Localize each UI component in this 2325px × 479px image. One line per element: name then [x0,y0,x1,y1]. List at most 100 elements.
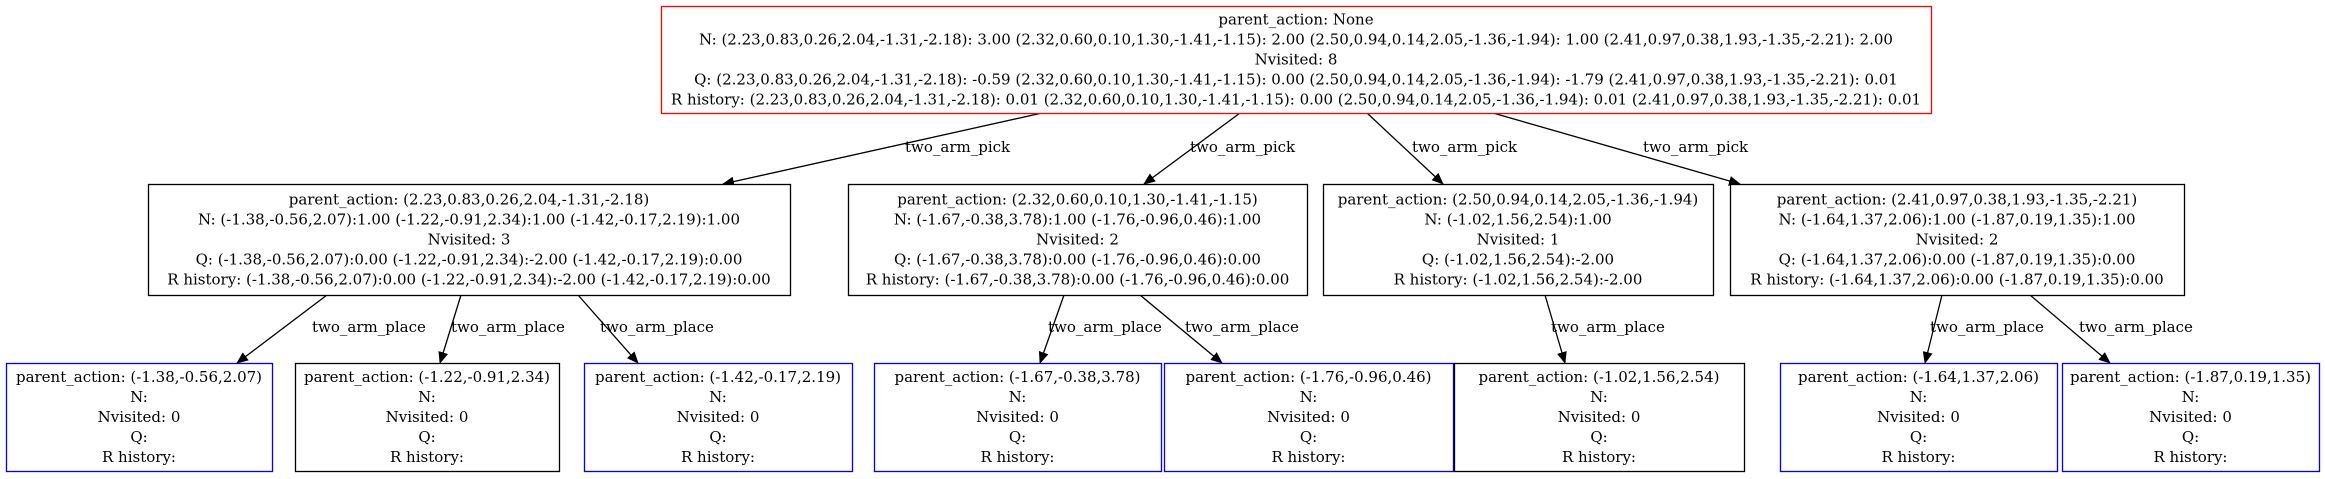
node-text-line: parent_action: (-1.64,1.37,2.06) [1798,368,2039,386]
node-text-line: Q: (-1.38,-0.56,2.07):0.00 (-1.22,-0.91,… [196,251,743,269]
node-text-line: parent_action: (-1.67,-0.38,3.78) [894,368,1140,386]
edge-arrow-pick_1-place_1a [236,294,328,364]
node-box [847,183,1309,297]
node-text-line: Q: (-1.67,-0.38,3.78):0.00 (-1.76,-0.96,… [894,251,1261,269]
edge-label: two_arm_place [1185,318,1299,336]
node-text-line: Q: [1910,428,1927,446]
node-text-line: Nvisited: 0 [1877,408,1960,426]
node-box [873,362,1163,473]
node-text-line: Nvisited: 2 [1036,231,1119,249]
node-text-line: Nvisited: 0 [98,408,181,426]
node-text-line: N: (-1.38,-0.56,2.07):1.00 (-1.22,-0.91,… [198,211,740,229]
node-box [1453,362,1746,473]
node-text-line: R history: (2.23,0.83,0.26,2.04,-1.31,-2… [671,91,1921,109]
edge-label: two_arm_pick [905,138,1011,156]
nodes: parent_action: None N: (2.23,0.83,0.26,2.… [5,5,2321,473]
node-text-line: N: [1910,388,1928,406]
node-text-line: Nvisited: 0 [386,408,469,426]
node-text-line: R history: (-1.67,-0.38,3.78):0.00 (-1.7… [866,271,1290,289]
node-text-line: Q: [418,428,435,446]
node-text-line: N: [1300,388,1318,406]
node-box [1163,362,1455,473]
edge-label: two_arm_place [1551,318,1665,336]
node-text-line: R history: [681,448,755,466]
node-text-line: Q: (-1.02,1.56,2.54):-2.00 [1422,251,1614,269]
node-box [294,362,561,473]
node-text-line: N: [130,388,148,406]
node-text-line: Nvisited: 0 [1267,408,1350,426]
node-text-line: Nvisited: 0 [976,408,1059,426]
node-text-line: parent_action: (2.23,0.83,0.26,2.04,-1.3… [289,191,650,209]
node-text-line: Q: [2182,428,2199,446]
tree-node-place_2b: parent_action: (-1.76,-0.96,0.46) N: Nvisi… [1163,362,1455,473]
node-text-line: N: [709,388,727,406]
node-text-line: N: [1590,388,1608,406]
node-text-line: N: [1009,388,1027,406]
tree-node-pick_3: parent_action: (2.50,0.94,0.14,2.05,-1.3… [1322,183,1715,297]
node-text-line: Q: [1300,428,1317,446]
node-text-line: parent_action: (2.32,0.60,0.10,1.30,-1.4… [897,191,1258,209]
edge-label: two_arm_pick [1190,138,1296,156]
edge-arrow-root-pick_4 [1492,112,1741,186]
node-text-line: Nvisited: 1 [1477,231,1560,249]
edge-arrow-root-pick_1 [722,112,1043,187]
node-text-line: Q: [709,428,726,446]
edge-label: two_arm_place [451,318,565,336]
node-box [1779,362,2059,473]
node-text-line: Nvisited: 8 [1255,51,1338,69]
node-text-line: R history: (-1.38,-0.56,2.07):0.00 (-1.2… [167,271,770,289]
edge-arrow-pick_2-place_2b [1139,294,1223,364]
node-text-line: parent_action: None [1218,11,1373,29]
node-text-line: R history: [1882,448,1956,466]
edge-label: two_arm_pick [1412,138,1518,156]
node-text-line: Nvisited: 3 [428,231,511,249]
node-text-line: R history: (-1.64,1.37,2.06):0.00 (-1.87… [1750,271,2163,289]
tree-node-place_3a: parent_action: (-1.02,1.56,2.54) N: Nvisit… [1453,362,1746,473]
node-box [5,362,274,473]
edge-arrow-pick_1-place_1c [577,294,639,364]
node-text-line: parent_action: (2.50,0.94,0.14,2.05,-1.3… [1338,191,1699,209]
node-text-line: parent_action: (-1.76,-0.96,0.46) [1185,368,1431,386]
tree-node-place_4a: parent_action: (-1.64,1.37,2.06) N: Nvisit… [1779,362,2059,473]
node-text-line: parent_action: (-1.42,-0.17,2.19) [595,368,841,386]
node-text-line: Q: [1009,428,1026,446]
node-text-line: parent_action: (-1.02,1.56,2.54) [1479,368,1720,386]
node-text-line: R history: [981,448,1055,466]
edge-arrow-root-pick_3 [1366,112,1444,185]
node-text-line: N: [2182,388,2200,406]
edge-label: two_arm_place [2079,318,2193,336]
node-text-line: R history: [1562,448,1636,466]
node-text-line: Q: [1590,428,1607,446]
node-text-line: parent_action: (-1.22,-0.91,2.34) [304,368,550,386]
node-box [147,183,792,297]
node-text-line: N: [418,388,436,406]
tree-node-root: parent_action: None N: (2.23,0.83,0.26,2.… [660,5,1933,115]
node-text-line: N: (-1.02,1.56,2.54):1.00 [1424,211,1611,229]
node-text-line: R history: (-1.02,1.56,2.54):-2.00 [1394,271,1643,289]
node-text-line: N: (-1.64,1.37,2.06):1.00 (-1.87,0.19,1.… [1778,211,2135,229]
node-text-line: R history: [2154,448,2228,466]
node-text-line: Nvisited: 0 [1558,408,1641,426]
edge-label: two_arm_place [1048,318,1162,336]
edge-label: two_arm_place [1930,318,2044,336]
tree-node-place_1a: parent_action: (-1.38,-0.56,2.07) N: Nvisi… [5,362,274,473]
tree-node-place_1c: parent_action: (-1.42,-0.17,2.19) N: Nvisi… [583,362,854,473]
node-box [1729,183,2186,297]
edge-label: two_arm_pick [1643,138,1749,156]
node-text-line: parent_action: (2.41,0.97,0.38,1.93,-1.3… [1777,191,2138,209]
node-text-line: Q: [130,428,147,446]
node-text-line: Q: (2.23,0.83,0.26,2.04,-1.31,-2.18): -0… [694,71,1898,89]
tree-node-place_1b: parent_action: (-1.22,-0.91,2.34) N: Nvisi… [294,362,561,473]
node-text-line: parent_action: (-1.87,0.19,1.35) [2070,368,2311,386]
node-box [1322,183,1715,297]
node-box [583,362,854,473]
node-box [2061,362,2321,473]
tree-node-place_2a: parent_action: (-1.67,-0.38,3.78) N: Nvisi… [873,362,1163,473]
node-text-line: Nvisited: 0 [677,408,760,426]
edge-arrow-pick_1-place_1b [438,294,462,364]
edge-arrow-pick_4-place_4a [1922,294,1943,364]
tree-node-pick_4: parent_action: (2.41,0.97,0.38,1.93,-1.3… [1729,183,2186,297]
edge-arrow-pick_2-place_2a [1038,294,1065,364]
node-text-line: R history: [1272,448,1346,466]
